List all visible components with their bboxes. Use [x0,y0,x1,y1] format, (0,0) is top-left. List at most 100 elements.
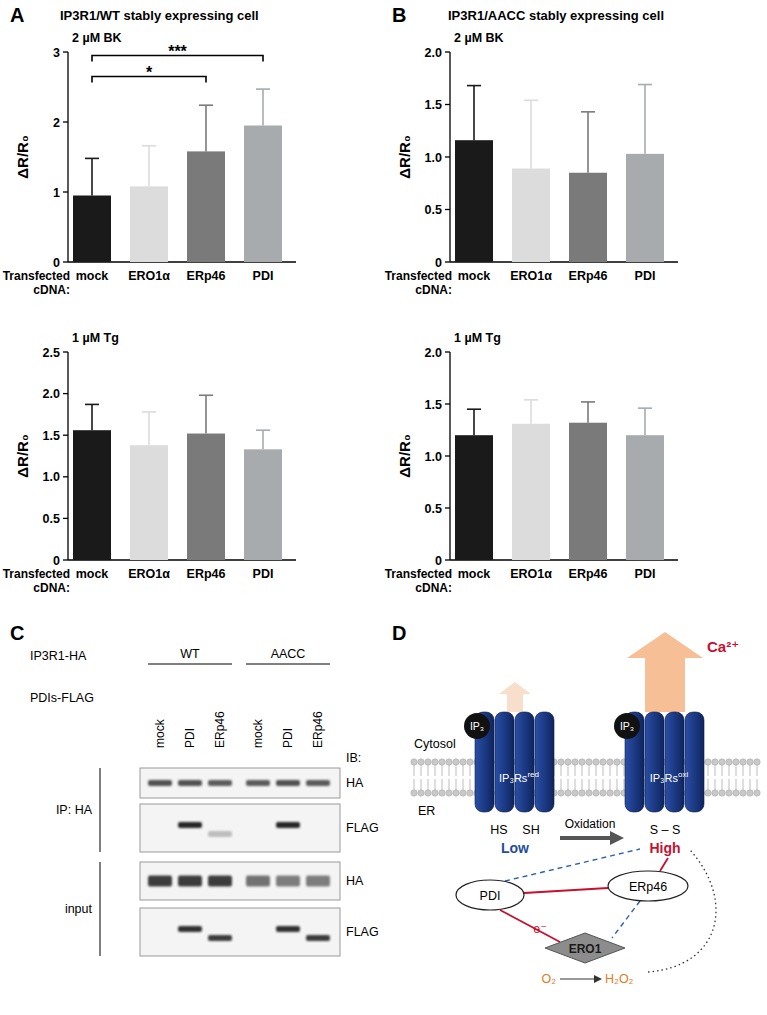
lipid-tail [708,765,709,776]
lipid-head [607,759,613,765]
error-line [644,408,646,435]
lipid-tail [414,765,415,776]
lipid-tail [561,765,562,776]
group-label: AACC [271,647,306,661]
bar [455,435,493,560]
panel-title: IP3R1/WT stably expressing cell [60,8,259,23]
category-label: PDI [635,269,656,283]
y-axis-label: ΔR/R₀ [396,135,413,178]
ligand [464,713,490,739]
lipid-tail [449,779,450,790]
group-line [148,664,232,665]
lipid-head [411,759,417,765]
lipid-head [733,790,739,796]
category-label: ERO1α [510,567,552,581]
error-bar [524,100,538,168]
lipid-head [600,759,606,765]
lipid-head [726,790,732,796]
error-bar [581,402,595,423]
lipid-tail [624,765,625,776]
category-label: mock [458,567,491,581]
lipid-head [740,790,746,796]
lipid-tail [729,779,730,790]
y-tick-label: 1.0 [43,470,60,484]
panel-label: B [392,4,406,26]
bar [73,430,111,560]
y-tick-label: 1 [53,186,60,200]
category-label: ERO1α [510,269,552,283]
category-label: mock [458,269,491,283]
significance-label: * [146,64,153,81]
bar [455,140,493,262]
category-label: ERp46 [187,567,226,581]
error-cap [524,399,538,401]
chart-title: 2 µM BK [454,31,504,45]
error-cap [467,85,481,87]
node-label: PDI [480,889,501,903]
lipid-head [754,759,760,765]
ligand [614,713,640,739]
ib-label: IB: [346,751,361,765]
blot-box [140,804,340,852]
y-tick [63,559,68,560]
lipid-head [453,759,459,765]
y-tick-label: 0 [53,256,60,270]
lipid-tail [470,779,471,790]
y-tick-label: 3 [53,46,60,60]
channel: IP₃IP₃Rsred [464,712,554,812]
lipid-tail [743,765,744,776]
error-cap [85,404,99,406]
channel-subunit [685,712,704,812]
lipid-head [425,759,431,765]
lipid-tail [603,779,604,790]
blot-band [208,780,232,786]
lipid-head [572,790,578,796]
flux-arrow [627,632,703,712]
lipid-tail [596,779,597,790]
bar [73,196,111,263]
category-label: ERO1α [128,269,170,283]
lipid-head [614,790,620,796]
error-bar [638,408,652,435]
y-tick [63,261,68,262]
error-line [473,409,475,435]
lipid-tail [610,765,611,776]
lipid-head [439,790,445,796]
blot-panel: CIP3R1-HAPDIs-FLAGWTmockPDIERp46AACCmock… [10,622,379,956]
error-cap [256,88,270,90]
blot-band [246,876,270,887]
activity-label: High [649,840,680,856]
y-tick [445,455,450,456]
blot-band [208,876,232,887]
y-tick-label: 2.0 [425,346,442,360]
section-bracket [100,862,101,956]
compartment-label: ER [418,804,435,818]
compartment-label: Cytosol [414,737,456,751]
y-tick-label: 0 [435,554,442,568]
error-cap [142,145,156,147]
lipid-head [460,759,466,765]
x-axis-label: TransfectedcDNA: [3,567,70,595]
lipid-tail [603,765,604,776]
lane-name: PDI [183,728,197,748]
lipid-head [572,759,578,765]
node-shape [608,871,688,901]
bar [244,126,282,263]
significance-label: *** [168,43,187,60]
error-bar [581,112,595,173]
channel-subunit [535,712,554,812]
channel-subunit [665,712,684,812]
y-axis [67,52,68,262]
error-bar [467,409,481,435]
lipid-tail [582,779,583,790]
lipid-tail [610,779,611,790]
lane-name: PDI [281,728,295,748]
node-label: ERO1 [569,942,602,956]
lipid-tail [449,765,450,776]
error-bar [199,395,213,433]
bar [187,151,225,262]
y-tick-label: 1.5 [43,429,60,443]
bar [130,186,168,262]
flux-arrow [499,682,531,712]
substrate-label: O₂ [541,972,556,986]
